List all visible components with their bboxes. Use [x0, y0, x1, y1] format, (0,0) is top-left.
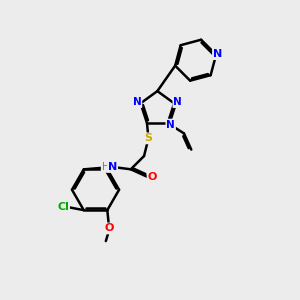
Text: N: N [108, 162, 117, 172]
Text: N: N [213, 49, 222, 59]
Text: Cl: Cl [57, 202, 69, 212]
Text: H: H [102, 162, 109, 172]
Text: N: N [173, 97, 182, 107]
Text: N: N [133, 97, 141, 107]
Text: O: O [148, 172, 157, 182]
Text: N: N [166, 119, 175, 130]
Text: O: O [104, 224, 113, 233]
Text: S: S [144, 134, 152, 143]
